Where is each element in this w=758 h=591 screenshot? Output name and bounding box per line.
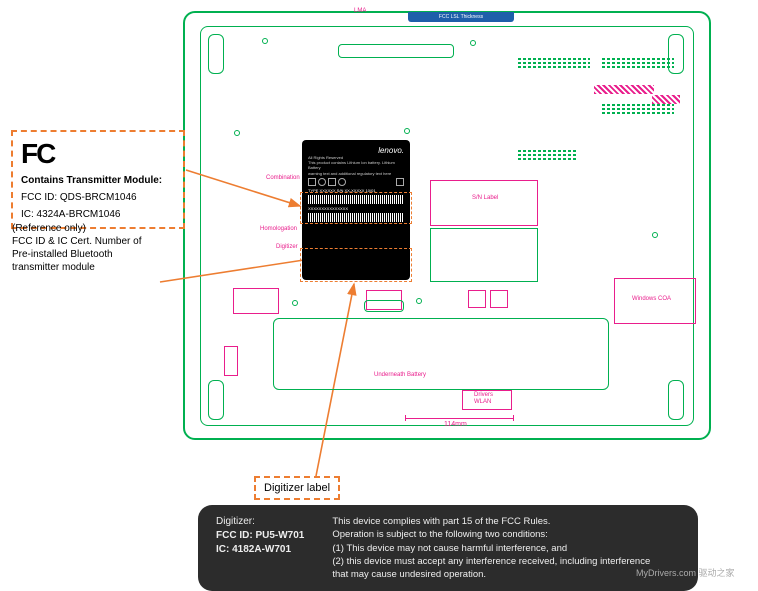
pink-small-3 xyxy=(468,290,486,308)
panel-right-line3: (1) This device may not cause harmful in… xyxy=(332,542,650,555)
pink-small-1 xyxy=(233,288,279,314)
digitizer-callout: Digitizer label xyxy=(254,476,340,500)
txt-windows-coa: Windows COA xyxy=(632,296,671,302)
panel-left-line1: Digitizer: xyxy=(216,515,304,529)
panel-right-line5: that may cause undesired operation. xyxy=(332,568,650,581)
dim-text: 114mm xyxy=(444,421,467,428)
txt-underneath-battery: Underneath Battery xyxy=(374,372,426,378)
panel-right: This device complies with part 15 of the… xyxy=(332,515,650,581)
pink-ram-cover xyxy=(430,228,538,282)
digitizer-compliance-panel: Digitizer: FCC ID: PU5-W701 IC: 4182A-W7… xyxy=(198,505,698,591)
pink-sn-label xyxy=(430,180,538,226)
panel-right-line2: Operation is subject to the following tw… xyxy=(332,528,650,541)
dashed-overlay-digitizer xyxy=(300,248,412,282)
panel-left: Digitizer: FCC ID: PU5-W701 IC: 4182A-W7… xyxy=(216,515,304,581)
brand-text: lenovo. xyxy=(308,146,404,155)
pink-notch-bottom xyxy=(364,300,404,312)
txt-homologation: Homologation xyxy=(260,226,297,232)
label-tiny-3: warning text and additional regulatory t… xyxy=(308,171,404,176)
pink-small-3b xyxy=(490,290,508,308)
panel-right-line1: This device complies with part 15 of the… xyxy=(332,515,650,528)
panel-left-line2: FCC ID: PU5-W701 xyxy=(216,529,304,543)
dim-tick-l xyxy=(405,415,406,421)
dim-tick-r xyxy=(513,415,514,421)
watermark: MyDrivers.com 驱动之家 xyxy=(636,566,735,579)
pink-notch-top xyxy=(338,44,454,58)
txt-drivers-wlan: Drivers WLAN xyxy=(474,392,493,405)
pink-small-bl xyxy=(224,346,238,376)
panel-right-line4: (2) this device must accept any interfer… xyxy=(332,555,650,568)
dim-line xyxy=(405,418,513,419)
txt-digitizer: Digitizer xyxy=(276,244,298,250)
label-tiny-2: This product contains Lithium Ion batter… xyxy=(308,160,404,170)
panel-left-line3: IC: 4182A-W701 xyxy=(216,543,304,557)
txt-sn-label: S/N Label xyxy=(472,195,498,201)
txt-combination: Combination xyxy=(266,175,300,181)
battery-bay xyxy=(273,318,609,390)
dashed-overlay-transmitter xyxy=(300,192,412,224)
